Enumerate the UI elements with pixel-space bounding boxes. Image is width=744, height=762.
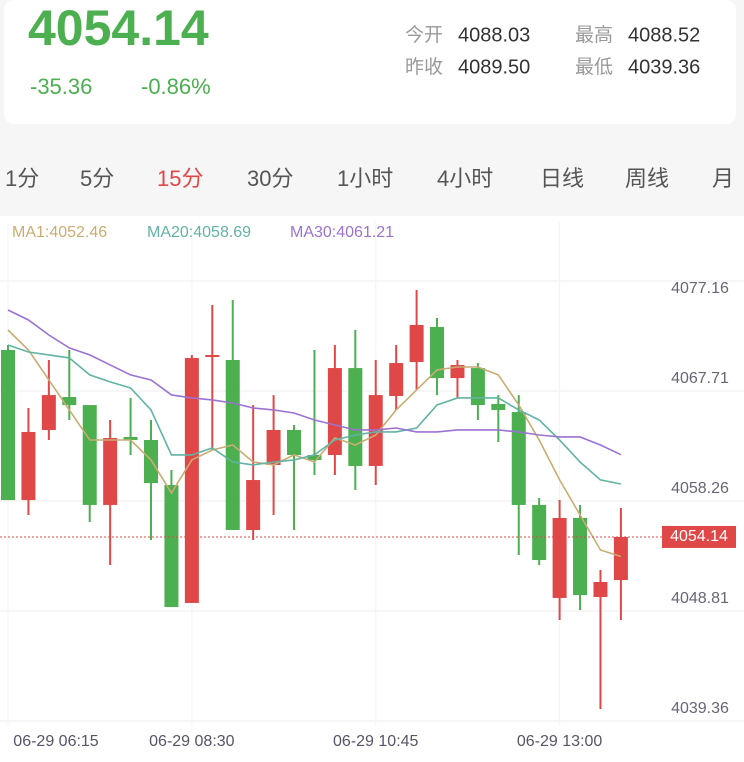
stat-label: 今开	[405, 24, 443, 46]
candle-body	[613, 536, 628, 581]
y-tick-label: 4048.81	[671, 590, 729, 607]
candle-body	[593, 582, 608, 598]
candle-body	[287, 429, 302, 456]
candle-body	[348, 368, 363, 466]
x-tick-label: 06-29 10:45	[333, 733, 419, 750]
candle-body	[103, 438, 118, 505]
period-tab[interactable]: 周线	[625, 166, 669, 191]
candle-body	[144, 439, 159, 484]
candle-body	[552, 517, 567, 598]
candle-body	[470, 368, 485, 406]
legend-entry: MA1:4052.46	[12, 224, 107, 241]
candle-body	[82, 405, 97, 505]
y-tick-label: 4067.71	[671, 370, 729, 387]
y-tick-label: 4058.26	[671, 480, 729, 497]
candle-body	[511, 412, 526, 505]
period-tab[interactable]: 1分	[5, 166, 39, 191]
x-tick-label: 06-29 13:00	[517, 733, 603, 750]
candle-body	[491, 404, 506, 410]
price: 4054.14	[28, 0, 209, 56]
stat-label: 昨收	[405, 56, 443, 78]
period-tab[interactable]: 月	[712, 166, 734, 191]
candle-body	[389, 363, 404, 396]
stat-value: 4039.36	[628, 56, 700, 78]
change: -35.36	[30, 74, 92, 99]
stat-value: 4088.03	[458, 24, 530, 46]
current-price-label: 4054.14	[670, 528, 728, 545]
candle-body	[1, 350, 15, 501]
stat-value: 4089.50	[458, 56, 530, 78]
period-tab[interactable]: 日线	[540, 166, 584, 191]
period-tab[interactable]: 1小时	[337, 166, 393, 191]
x-tick-label: 06-29 06:15	[13, 733, 99, 750]
stat-value: 4088.52	[628, 24, 700, 46]
candle-body	[164, 485, 179, 608]
candle-body	[41, 395, 56, 430]
candle-body	[62, 397, 77, 406]
candle-body	[184, 358, 199, 603]
ma-line	[7, 344, 622, 485]
current-price-tag	[662, 525, 736, 548]
candle-body	[409, 324, 424, 363]
period-tab[interactable]: 30分	[247, 166, 293, 191]
legend-entry: MA20:4058.69	[147, 224, 251, 241]
period-tab[interactable]: 15分	[157, 166, 203, 191]
quote-card	[4, 0, 736, 124]
candle-body	[123, 436, 138, 440]
y-tick-label: 4077.16	[671, 280, 729, 297]
candle-body	[307, 455, 322, 461]
stat-label: 最高	[575, 24, 613, 46]
candle-body	[573, 517, 588, 596]
candle-body	[266, 429, 281, 466]
ma-line	[7, 309, 622, 456]
candle-body	[246, 480, 261, 530]
candle-body	[327, 368, 342, 456]
period-tab[interactable]: 4小时	[437, 166, 493, 191]
change-pct: -0.86%	[141, 74, 211, 99]
ma-line	[7, 329, 622, 558]
candle-body	[532, 504, 547, 561]
candle-body	[21, 431, 36, 501]
chart-panel	[0, 216, 744, 762]
x-tick-label: 06-29 08:30	[149, 733, 235, 750]
period-tab[interactable]: 5分	[80, 166, 114, 191]
candle-body	[430, 326, 445, 379]
stat-label: 最低	[575, 56, 613, 78]
legend-entry: MA30:4061.21	[290, 224, 394, 241]
y-tick-label: 4039.36	[671, 700, 729, 717]
candle-body	[205, 355, 220, 358]
